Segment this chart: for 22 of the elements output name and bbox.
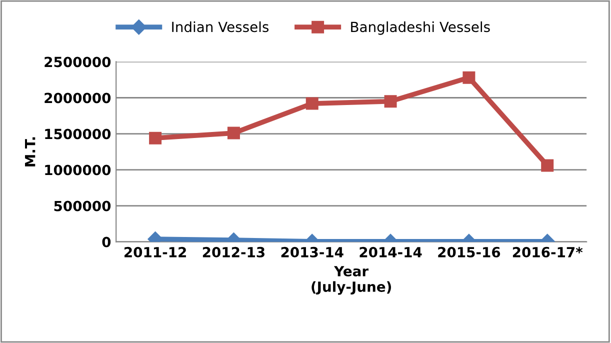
x-axis-title: Year (July-June) — [312, 266, 391, 295]
y-tick-label: 2000000 — [44, 92, 111, 104]
y-tick-label: 0 — [102, 236, 111, 248]
point — [227, 126, 240, 140]
x-tick-label: 2016-17* — [512, 246, 583, 258]
point — [306, 97, 318, 110]
x-tick-label: 2012-13 — [202, 246, 264, 258]
x-tick-label: 2014-14 — [360, 246, 422, 258]
point — [149, 132, 162, 144]
legend-label: Bangladeshi Vessels — [351, 21, 490, 35]
y-axis-title: M.T. — [25, 137, 36, 166]
x-tick-label: 2015-16 — [438, 246, 500, 258]
point — [541, 159, 554, 172]
point — [384, 95, 397, 108]
point — [462, 71, 476, 84]
y-tick-label: 2500000 — [44, 56, 111, 68]
legend-label: Indian Vessels — [172, 21, 269, 32]
x-tick-label: 2011-12 — [124, 246, 186, 258]
y-tick-label: 1000000 — [45, 164, 111, 176]
y-tick-label: 500000 — [54, 200, 111, 212]
x-tick-label: 2013-14 — [281, 246, 344, 258]
y-tick-label: 1500000 — [45, 128, 111, 140]
